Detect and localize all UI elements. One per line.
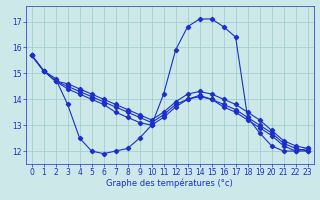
X-axis label: Graphe des températures (°c): Graphe des températures (°c)	[106, 179, 233, 188]
